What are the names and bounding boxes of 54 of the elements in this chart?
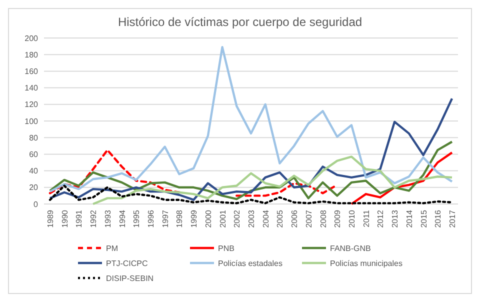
- y-tick-label: 160: [24, 67, 39, 76]
- x-tick-label: 1993: [103, 209, 112, 228]
- x-tick-label: 1995: [132, 209, 142, 228]
- y-tick-label: 0: [34, 200, 39, 209]
- x-tick-label: 1991: [74, 209, 84, 228]
- x-tick-label: 1996: [146, 209, 156, 228]
- x-tick-label: 1999: [190, 209, 199, 228]
- y-tick-label: 60: [29, 150, 39, 159]
- x-tick-label: 1998: [175, 209, 184, 228]
- legend-label: PTJ-CICPC: [106, 258, 148, 268]
- y-tick-label: 120: [24, 100, 39, 110]
- x-tick-label: 2004: [261, 209, 270, 228]
- x-tick-label: 2002: [232, 209, 242, 228]
- line-series: [350, 151, 454, 206]
- y-tick-label: 20: [29, 183, 39, 192]
- x-tick-label: 2010: [348, 209, 356, 228]
- x-tick-label: 1989: [46, 209, 55, 228]
- line-series: [48, 97, 454, 201]
- x-tick-label: 2001: [218, 209, 228, 228]
- x-tick-label: 2003: [247, 209, 256, 228]
- x-tick-label: 2012: [376, 209, 386, 228]
- legend-label: Policías estadales: [218, 258, 282, 268]
- x-tick-label: 2006: [290, 209, 300, 228]
- x-tick-label: 2005: [276, 209, 285, 228]
- legend-label: DISIP-SEBIN: [106, 274, 154, 283]
- x-tick-label: 2014: [404, 209, 414, 228]
- y-tick-label: 180: [24, 50, 39, 60]
- x-tick-label: 2013: [390, 209, 400, 228]
- line-series: [92, 156, 454, 206]
- chart-title: Histórico de víctimas por cuerpo de seguridad: [118, 15, 362, 29]
- line-series: [48, 140, 454, 200]
- x-tick-label: 1994: [118, 209, 127, 228]
- y-tick-label: 40: [29, 166, 39, 176]
- x-tick-label: 1992: [89, 209, 98, 228]
- y-tick-label: 200: [24, 34, 39, 43]
- y-tick-label: 100: [24, 116, 39, 126]
- x-tick-label: 2011: [362, 209, 371, 228]
- y-tick-label: 80: [29, 133, 39, 142]
- y-tick-label: 140: [24, 84, 39, 93]
- x-tick-label: 2000: [204, 209, 213, 228]
- legend-label: Policías municipales: [330, 258, 402, 268]
- x-tick-label: 2009: [333, 209, 342, 228]
- legend-label: PNB: [218, 244, 234, 253]
- x-tick-label: 1997: [160, 209, 170, 228]
- line-series: [48, 184, 454, 204]
- line-series: [48, 46, 454, 193]
- x-tick-label: 2016: [434, 209, 443, 228]
- legend-label: PM: [106, 244, 118, 253]
- legend-label: FANB-GNB: [330, 244, 371, 253]
- x-tick-label: 2017: [448, 209, 457, 228]
- x-tick-label: 2008: [318, 209, 328, 228]
- x-tick-label: 2015: [419, 209, 428, 228]
- x-tick-label: 1990: [60, 209, 70, 228]
- x-tick-label: 2007: [304, 209, 314, 228]
